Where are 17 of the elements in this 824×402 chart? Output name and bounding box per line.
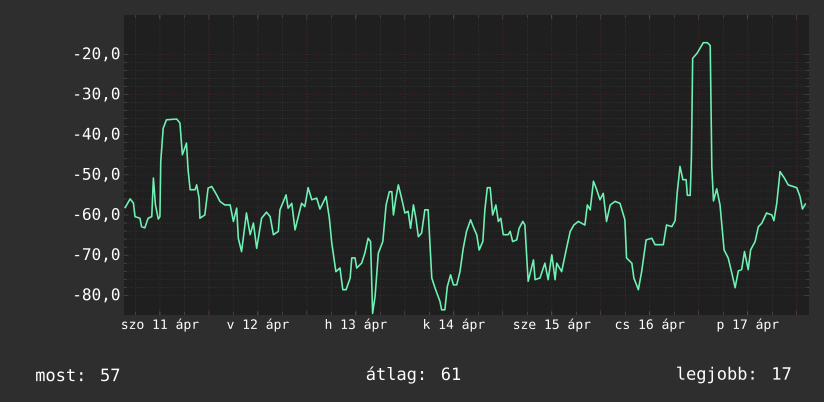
x-tick-label: k 14 ápr — [424, 318, 485, 332]
x-tick-label: cs 16 ápr — [616, 318, 685, 332]
text: átlag: 61 — [366, 366, 460, 384]
x-tick-label: v 12 ápr — [227, 318, 289, 332]
y-tick-label: -60,0 — [75, 208, 120, 222]
x-tick-label: sze 15 ápr — [514, 318, 590, 332]
y-tick-label: -20,0 — [75, 47, 120, 62]
x-tick-label: szo 11 ápr — [122, 318, 199, 332]
y-tick-label: -70,0 — [75, 248, 120, 262]
x-tick-label: h 13 ápr — [326, 318, 387, 332]
text: legjobb: 17 — [677, 366, 791, 384]
y-tick-label: -50,0 — [75, 168, 120, 182]
y-tick-label: -30,0 — [75, 87, 120, 102]
x-tick-label: p 17 ápr — [718, 318, 779, 332]
y-tick-label: -40,0 — [75, 128, 120, 142]
text: most: 57 — [36, 368, 120, 382]
y-tick-label: -80,0 — [75, 288, 120, 302]
